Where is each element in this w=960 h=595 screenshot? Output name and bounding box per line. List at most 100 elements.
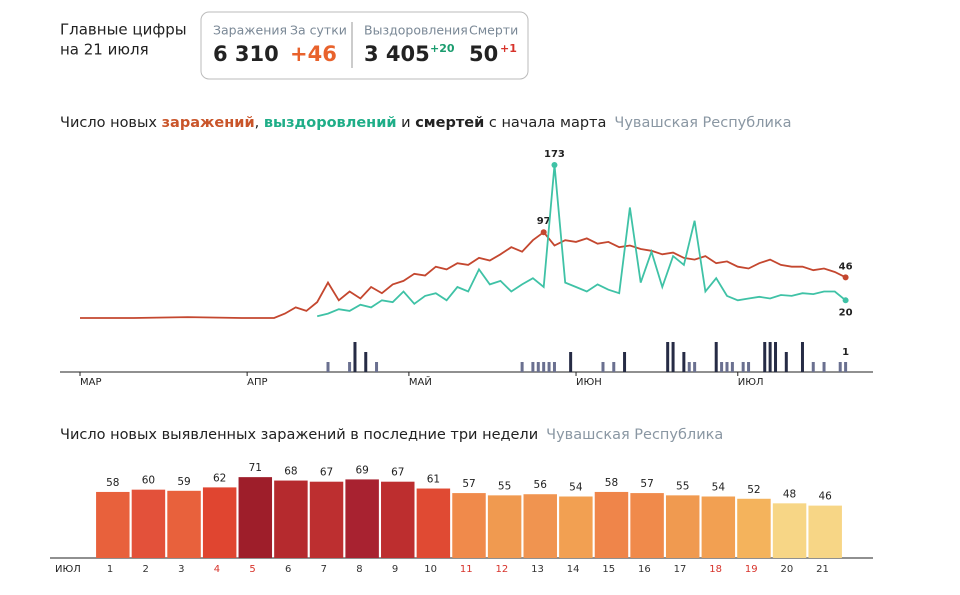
bar (774, 342, 778, 372)
data-label: 55 (676, 480, 689, 492)
line-series (80, 230, 846, 319)
data-label: 58 (106, 477, 119, 489)
bar (345, 479, 379, 558)
x-axis-label: ИЮЛ (55, 564, 81, 575)
data-label: 67 (320, 467, 333, 479)
bar (612, 362, 616, 372)
data-label: 56 (534, 479, 548, 491)
point-marker (551, 162, 558, 168)
data-label: 60 (142, 475, 155, 487)
header-subtitle: на 21 июля (60, 41, 149, 59)
x-tick-label: 11 (460, 564, 473, 575)
x-tick-label: 3 (178, 564, 184, 575)
x-tick-label: 9 (392, 564, 398, 575)
chart-title: Число новых выявленных заражений в после… (60, 427, 723, 443)
x-tick-label: 13 (531, 564, 544, 575)
x-tick-label: 8 (356, 564, 362, 575)
stat-value: 50 (469, 42, 498, 66)
data-label: 58 (605, 477, 618, 489)
x-tick-label: 12 (496, 564, 509, 575)
bar (559, 496, 593, 558)
x-tick-label: МАР (80, 377, 102, 388)
data-label: 52 (747, 484, 760, 496)
bar (452, 493, 486, 558)
bar (720, 362, 724, 372)
stat-value: +46 (290, 42, 337, 66)
header-title: Главные цифры (60, 21, 187, 39)
legend-entry: смертей (415, 115, 484, 131)
bar (348, 362, 352, 372)
bar (822, 362, 826, 372)
bar (202, 487, 237, 558)
data-label: 173 (544, 149, 565, 160)
x-tick-label: 14 (567, 564, 580, 575)
x-tick-label: 2 (143, 564, 149, 575)
data-label: 67 (391, 467, 404, 479)
data-label: 1 (842, 347, 849, 358)
data-label: 20 (839, 307, 853, 318)
stat-delta: +1 (500, 42, 517, 55)
data-label: 55 (498, 480, 511, 492)
stat-label: Выздоровления (364, 23, 468, 38)
title-part: , (255, 115, 264, 131)
data-label: 54 (569, 482, 583, 494)
x-tick-label: 18 (709, 564, 722, 575)
x-tick-label: 5 (249, 564, 255, 575)
data-label: 62 (213, 472, 226, 484)
x-tick-label: 10 (424, 564, 437, 575)
title-part: Число новых (60, 115, 162, 131)
bar (630, 493, 664, 558)
stat-value: 6 310 (213, 42, 279, 66)
x-tick-label: 21 (816, 564, 829, 575)
point-marker (842, 297, 849, 304)
bar (671, 342, 675, 372)
bar (800, 342, 804, 372)
point-marker (842, 274, 849, 281)
bar (167, 490, 201, 558)
data-label: 61 (427, 474, 440, 486)
stats-box (200, 11, 529, 80)
bar (487, 495, 522, 558)
bar (666, 342, 670, 372)
bar (520, 362, 524, 372)
data-label: 69 (355, 464, 368, 476)
x-tick-label: 16 (638, 564, 651, 575)
bar (523, 494, 557, 558)
bar (542, 362, 546, 372)
bar (309, 481, 344, 558)
bar (844, 362, 848, 372)
bar (238, 477, 273, 558)
data-label: 59 (177, 476, 190, 488)
bar (737, 498, 771, 558)
bar (747, 362, 751, 372)
bar (838, 362, 842, 372)
x-tick-label: ИЮЛ (738, 377, 764, 388)
data-label: 71 (249, 462, 262, 474)
bar (741, 362, 745, 372)
bar (808, 505, 842, 558)
bar (531, 362, 535, 372)
legend-entry: заражений (162, 115, 255, 131)
data-label: 57 (462, 478, 475, 490)
x-tick-label: 19 (745, 564, 758, 575)
data-label: 68 (284, 466, 297, 478)
title-part: Число новых выявленных заражений в после… (60, 427, 538, 443)
bar (274, 480, 308, 558)
data-label: 46 (839, 261, 853, 272)
bar (375, 362, 379, 372)
stat-label: За сутки (290, 23, 347, 38)
region: Чувашская Республика (546, 427, 723, 443)
data-label: 48 (783, 488, 796, 500)
x-tick-label: 15 (602, 564, 615, 575)
x-tick-label: 6 (285, 564, 291, 575)
bar (601, 362, 605, 372)
x-tick-label: 4 (214, 564, 220, 575)
x-tick-label: 7 (321, 564, 327, 575)
stat-label: Заражения (213, 23, 287, 38)
bar (714, 342, 718, 372)
x-tick-label: 17 (674, 564, 687, 575)
data-label: 97 (537, 216, 551, 227)
x-tick-label: 20 (780, 564, 793, 575)
bar (96, 491, 130, 558)
stat-value: 3 405 (364, 42, 430, 66)
